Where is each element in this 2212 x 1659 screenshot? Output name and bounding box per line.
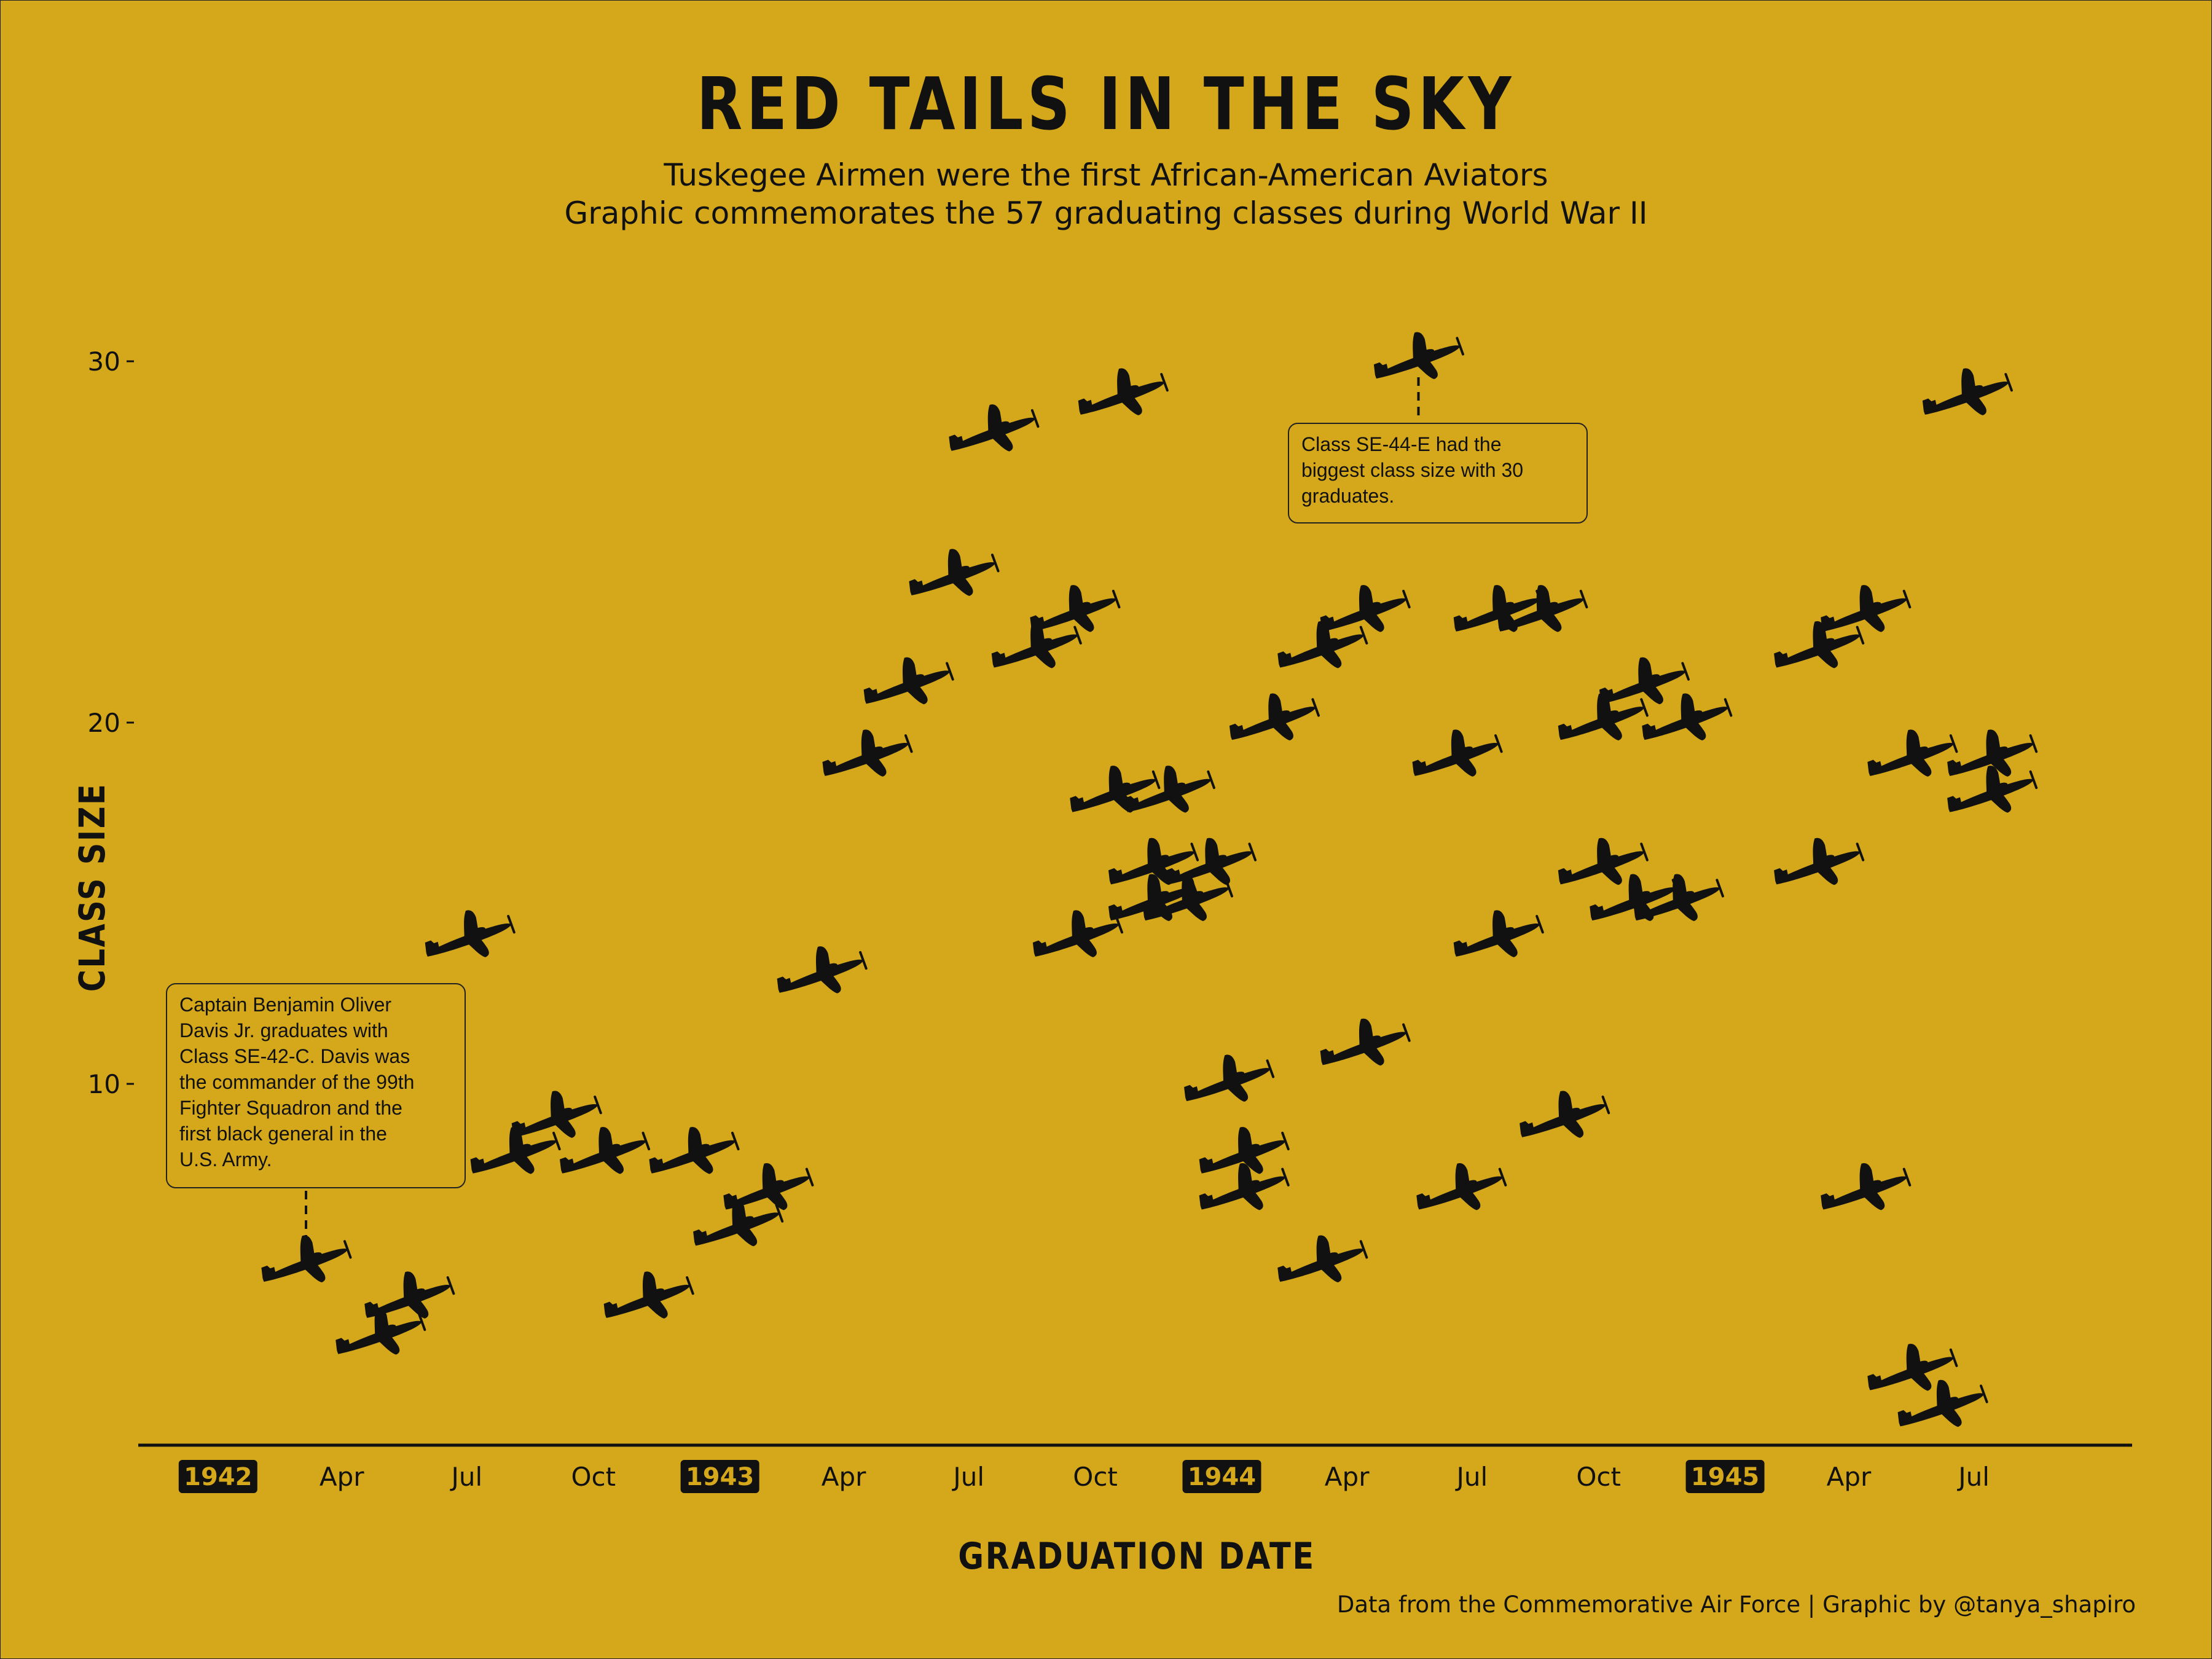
annotation-line: graduates. xyxy=(1301,485,1395,507)
airplane-icon xyxy=(821,728,914,783)
y-tick-label: 10 xyxy=(88,1069,120,1099)
airplane-icon xyxy=(862,656,955,712)
annotation-line: the commander of the 99th xyxy=(179,1071,415,1093)
x-tick-label: Oct xyxy=(1073,1462,1118,1492)
caption: Data from the Commemorative Air Force | … xyxy=(1336,1591,2136,1618)
airplane-icon xyxy=(648,1125,740,1181)
x-axis-title: GRADUATION DATE xyxy=(958,1535,1316,1578)
x-tick-year-badge xyxy=(178,1460,257,1493)
airplane-icon xyxy=(1068,764,1161,820)
annotation-davis: Captain Benjamin Oliver Davis Jr. gradua… xyxy=(166,983,466,1188)
airplane-icon xyxy=(1819,1161,1912,1217)
x-tick-label: Jul xyxy=(1454,1462,1488,1492)
airplane-icon xyxy=(908,547,1000,603)
x-tick-label: Apr xyxy=(822,1462,866,1492)
x-tick-label: Apr xyxy=(320,1462,364,1492)
airplane-icon xyxy=(1921,366,2014,422)
x-tick-year-badge xyxy=(1685,1460,1765,1493)
airplane-icon xyxy=(1319,1017,1411,1073)
annotation-line: Fighter Squadron and the xyxy=(179,1097,402,1119)
x-tick-label: Jul xyxy=(1956,1462,1990,1492)
airplane-icon xyxy=(1452,583,1545,639)
annotation-line: U.S. Army. xyxy=(179,1148,272,1171)
subtitle-line-1: Tuskegee Airmen were the first African-A… xyxy=(664,157,1548,193)
x-tick-label: 1944 xyxy=(1188,1463,1256,1491)
x-tick-label: Apr xyxy=(1827,1462,1872,1492)
y-tick-label: 30 xyxy=(88,347,120,377)
airplane-icon xyxy=(1182,1053,1275,1108)
x-tick-year-badge xyxy=(680,1460,759,1493)
x-tick-label: Oct xyxy=(571,1462,616,1492)
annotation-line: biggest class size with 30 xyxy=(1301,459,1524,481)
airplane-icon xyxy=(1411,728,1504,783)
x-tick-label: 1945 xyxy=(1691,1463,1759,1491)
airplane-icon xyxy=(1452,908,1545,964)
airplane-icon xyxy=(775,944,868,1000)
annotation-line: first black general in the xyxy=(179,1123,387,1145)
x-tick-year-badge xyxy=(1182,1460,1261,1493)
x-tick-label: 1942 xyxy=(184,1463,252,1491)
airplane-icon xyxy=(947,402,1040,458)
airplane-icon xyxy=(1276,1234,1368,1289)
airplane-icon xyxy=(1414,1161,1507,1217)
annotation-line: Class SE-42-C. Davis was xyxy=(179,1045,410,1067)
x-tick-label: Jul xyxy=(951,1462,984,1492)
airplane-icon xyxy=(1518,1089,1610,1145)
x-tick-label: Oct xyxy=(1576,1462,1621,1492)
x-tick-label: Apr xyxy=(1325,1462,1370,1492)
x-tick-label: 1943 xyxy=(686,1463,754,1491)
airplane-icon xyxy=(1865,728,1958,783)
chart-title: RED TAILS IN THE SKY xyxy=(696,61,1516,146)
annotation-se-44-e: Class SE-44-E had the biggest class size… xyxy=(1288,423,1588,524)
airplane-icon xyxy=(1077,366,1169,422)
airplane-icon xyxy=(1228,692,1320,747)
y-tick-label: 20 xyxy=(88,708,120,738)
annotation-line: Captain Benjamin Oliver xyxy=(179,994,392,1016)
subtitle-line-2: Graphic commemorates the 57 graduating c… xyxy=(564,195,1648,231)
airplane-icon xyxy=(423,908,516,964)
airplane-icon xyxy=(260,1234,353,1289)
airplane-icon xyxy=(1772,836,1865,892)
annotation-line: Class SE-44-E had the xyxy=(1301,433,1502,455)
x-tick-label: Jul xyxy=(450,1462,483,1492)
annotation-line: Davis Jr. graduates with xyxy=(179,1019,388,1041)
airplane-icon xyxy=(602,1269,695,1325)
